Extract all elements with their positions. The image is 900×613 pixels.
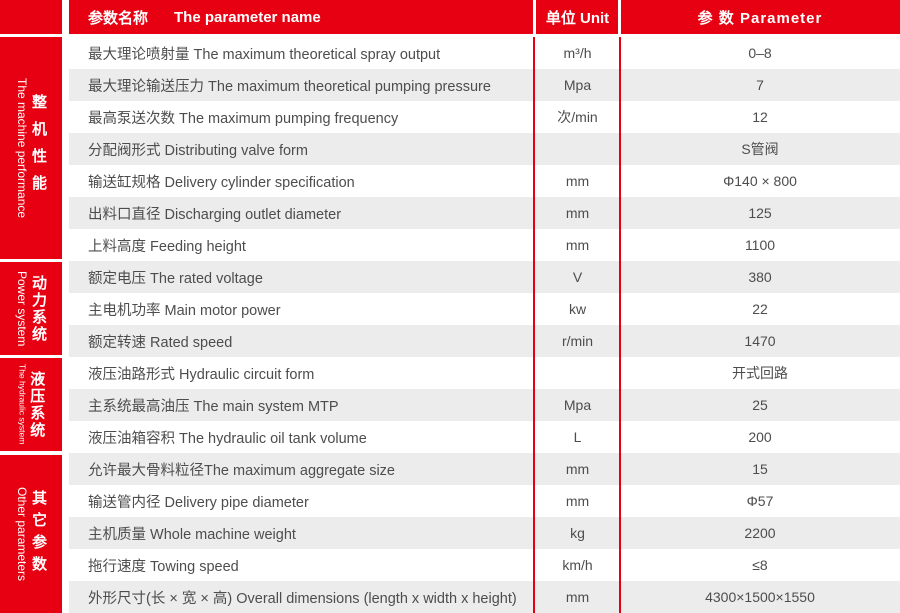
unit-cell: mm [565,173,590,189]
table-row: 出料口直径 Discharging outlet diameter mm 125 [69,197,900,229]
value-cell: 4300×1500×1550 [705,589,815,605]
param-name-cell: 输送管内径 Delivery pipe diameter [88,494,309,511]
table-row: 额定转速 Rated speed r/min 1470 [69,325,900,357]
param-name-cell: 额定电压 The rated voltage [88,270,263,287]
param-name-cell: 主系统最高油压 The main system MTP [88,398,339,415]
value-cell: 7 [756,77,764,93]
unit-cell: m³/h [563,45,592,61]
value-cell: S管阀 [741,141,779,157]
table-row: 输送缸规格 Delivery cylinder specification mm… [69,165,900,197]
param-name-cell: 液压油箱容积 The hydraulic oil tank volume [88,430,367,447]
value-cell: 25 [752,397,768,413]
table-row: 主电机功率 Main motor power kw 22 [69,293,900,325]
header-label-en: The parameter name [174,8,321,26]
unit-cell: r/min [561,333,594,349]
unit-cell: kw [568,301,587,317]
unit-cell: V [572,269,583,285]
sidebar-group-label-en: The hydraulic system [17,364,28,445]
param-name-cell: 允许最大骨料粒径The maximum aggregate size [88,462,395,479]
header-cell-parameter-name: 参数名称 The parameter name [69,0,535,34]
unit-cell: 次/min [557,109,598,125]
unit-cell: mm [565,205,590,221]
header-cell-unit: 单位 Unit [545,9,610,27]
table-row: 外形尺寸(长 × 宽 × 高) Overall dimensions (leng… [69,581,900,613]
table-row: 主系统最高油压 The main system MTP Mpa 25 [69,389,900,421]
table-row: 液压油路形式 Hydraulic circuit form 开式回路 [69,357,900,389]
param-name-cell: 最大理论输送压力 The maximum theoretical pumping… [88,78,491,95]
param-name-cell: 额定转速 Rated speed [88,334,233,351]
param-name-cell: 出料口直径 Discharging outlet diameter [88,206,342,223]
unit-cell [535,133,620,165]
unit-cell: Mpa [563,77,592,93]
param-name-cell: 液压油路形式 Hydraulic circuit form [88,366,315,383]
param-name-cell: 最大理论喷射量 The maximum theoretical spray ou… [88,46,441,63]
unit-cell: km/h [562,557,593,573]
value-cell: 2200 [744,525,776,541]
param-name-cell: 分配阀形式 Distributing valve form [88,142,308,159]
param-name-cell: 拖行速度 Towing speed [88,558,239,575]
value-cell: Φ57 [746,493,774,509]
table-row: 最高泵送次数 The maximum pumping frequency 次/m… [69,101,900,133]
unit-cell: mm [565,493,590,509]
unit-cell: mm [565,589,590,605]
value-cell: 380 [748,269,772,285]
param-name-cell: 主电机功率 Main motor power [88,302,281,319]
value-cell: Φ140 × 800 [723,173,797,189]
value-cell: 22 [752,301,768,317]
sidebar-group-other-parameters: Other parameters 其它参数 [0,455,62,613]
value-cell: 15 [752,461,768,477]
table-row: 最大理论喷射量 The maximum theoretical spray ou… [69,37,900,69]
table-row: 上料高度 Feeding height mm 1100 [69,229,900,261]
unit-cell [535,357,620,389]
spec-table: 参数名称 The parameter name 单位 Unit 参 数 Para… [69,0,900,613]
param-name-cell: 上料高度 Feeding height [88,238,246,255]
header-label-cn: 参数名称 [88,9,149,27]
sidebar-group-label-cn: 动力系统 [30,274,47,343]
unit-cell: mm [565,461,590,477]
sidebar-group-hydraulic-system: The hydraulic system 液压系统 [0,358,62,451]
value-cell: 0–8 [748,45,772,61]
value-cell: 1100 [744,237,776,253]
sidebar-group-label-en: Power system [15,270,29,347]
table-row: 输送管内径 Delivery pipe diameter mm Φ57 [69,485,900,517]
param-name-cell: 外形尺寸(长 × 宽 × 高) Overall dimensions (leng… [88,590,517,607]
sidebar-group-machine-performance: The machine performance 整机性能 [0,37,62,259]
unit-cell: Mpa [563,397,592,413]
param-name-cell: 最高泵送次数 The maximum pumping frequency [88,110,399,127]
column-divider-unit-left [533,37,535,613]
sidebar-group-label-cn: 液压系统 [28,370,46,439]
unit-cell: kg [570,525,585,541]
table-row: 允许最大骨料粒径The maximum aggregate size mm 15 [69,453,900,485]
param-name-cell: 主机质量 Whole machine weight [88,526,296,543]
sidebar-group-label-cn: 整机性能 [30,94,47,202]
sidebar-group-label-cn: 其它参数 [30,490,47,578]
table-header-row: 参数名称 The parameter name 单位 Unit 参 数 Para… [69,0,900,34]
value-cell: 1470 [744,333,776,349]
sidebar-group-power-system: Power system 动力系统 [0,262,62,355]
table-body: 最大理论喷射量 The maximum theoretical spray ou… [69,37,900,613]
table-row: 分配阀形式 Distributing valve form S管阀 [69,133,900,165]
table-row: 拖行速度 Towing speed km/h ≤8 [69,549,900,581]
table-row: 主机质量 Whole machine weight kg 2200 [69,517,900,549]
table-row: 额定电压 The rated voltage V 380 [69,261,900,293]
sidebar-group-label-en: Other parameters [15,486,29,582]
table-row: 最大理论输送压力 The maximum theoretical pumping… [69,69,900,101]
unit-cell: L [573,429,582,445]
value-cell: 125 [748,205,772,221]
corner-block [0,0,62,34]
header-cell-parameter-value: 参 数 Parameter [697,9,823,27]
value-cell: 开式回路 [732,365,788,381]
param-name-cell: 输送缸规格 Delivery cylinder specification [88,174,355,191]
value-cell: ≤8 [752,557,768,573]
table-row: 液压油箱容积 The hydraulic oil tank volume L 2… [69,421,900,453]
value-cell: 200 [748,429,772,445]
column-divider-unit-right [619,37,621,613]
sidebar-group-label-en: The machine performance [15,77,29,219]
unit-cell: mm [565,237,590,253]
value-cell: 12 [752,109,768,125]
